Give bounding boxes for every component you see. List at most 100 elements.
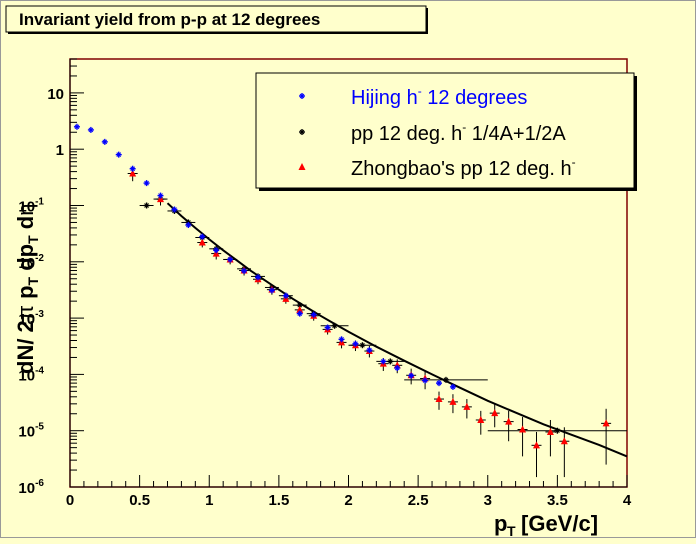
hijing-point (296, 310, 303, 317)
y-axis-title-pi: π (13, 305, 38, 320)
x-tick-label: 2.5 (408, 492, 429, 509)
marker-d2 (283, 293, 289, 299)
marker-d2 (102, 139, 108, 145)
hijing-point (143, 180, 150, 187)
marker-d2 (422, 378, 428, 383)
hijing-point (282, 292, 289, 299)
hijing-point (101, 138, 108, 145)
marker-d2 (130, 166, 136, 172)
marker-d2 (172, 207, 177, 212)
x-tick-label: 0 (66, 492, 74, 509)
hijing-point (115, 151, 122, 158)
legend-entries: Hijing h- 12 degrees pp 12 deg. h- 1/4A+1… (298, 84, 576, 180)
marker-d2 (255, 274, 261, 280)
hijing-point (199, 233, 206, 240)
zhongbao-point (198, 238, 206, 246)
marker-d2 (158, 193, 163, 198)
hijing-point (338, 336, 345, 343)
legend-label: Zhongbao's pp 12 deg. h- (351, 155, 576, 180)
marker-d2 (297, 311, 303, 316)
zhongbao-point (129, 169, 137, 177)
y-axis-title: dN/ 2π pT dpT dη (13, 204, 41, 374)
marker-d2 (443, 377, 449, 383)
legend-box (255, 72, 635, 189)
pp-point (554, 427, 561, 434)
legend: Hijing h- 12 degrees pp 12 deg. h- 1/4A+1… (255, 72, 637, 191)
marker-d2 (186, 222, 191, 228)
zhongbao-point (560, 437, 568, 445)
marker-d2 (332, 323, 337, 329)
zhongbao-point (435, 395, 443, 403)
x-tick-label: 0.5 (129, 492, 150, 509)
pp-point (387, 358, 394, 365)
marker-d2 (339, 336, 344, 342)
data-points-layer (73, 123, 627, 478)
hijing-point (324, 324, 331, 331)
marker-d2 (227, 257, 233, 262)
marker-d2 (199, 234, 205, 239)
hijing-point (449, 383, 456, 390)
y-axis-title-dp: dp (13, 244, 38, 277)
hijing-point (352, 340, 359, 347)
x-tick-label: 2 (344, 492, 352, 509)
y-axis-title-sub2: T (25, 235, 41, 244)
y-tick-label: 10-1 (18, 196, 44, 215)
marker-d2 (408, 373, 414, 379)
hijing-point (171, 206, 178, 213)
x-tick-label: 1.5 (268, 492, 289, 509)
x-axis-title: p T [GeV/c] (494, 511, 598, 539)
marker-d2 (74, 124, 80, 130)
chart-title: Invariant yield from p-p at 12 degrees (19, 10, 320, 29)
marker-d2 (241, 268, 247, 274)
fit-curve-layer (166, 202, 628, 458)
pp-point (442, 376, 449, 383)
title-box: Invariant yield from p-p at 12 degrees (5, 5, 428, 34)
zhongbao-point (602, 419, 610, 427)
hijing-point (227, 256, 234, 263)
marker-d2 (387, 359, 393, 364)
y-tick-label: 10-5 (18, 422, 44, 441)
marker-d2 (144, 203, 149, 208)
legend-marker (299, 93, 305, 99)
hijing-point (380, 358, 387, 365)
hijing-point (254, 274, 261, 281)
legend-marker (298, 163, 306, 170)
zhongbao-point (477, 415, 485, 423)
y-tick-label: 10 (47, 86, 64, 103)
marker-d2 (311, 312, 317, 318)
y-axis-title-text: dN/ 2π pT dpT dη (13, 204, 41, 374)
marker-d2 (555, 428, 560, 434)
marker-d2 (450, 384, 456, 390)
y-axis-title-eta: η (13, 204, 38, 216)
hijing-point (73, 123, 80, 130)
x-axis-title-p: p (494, 511, 507, 536)
fit-curve (166, 202, 628, 458)
hijing-point (366, 347, 373, 354)
marker-d2 (325, 325, 330, 330)
hijing-point (422, 377, 429, 384)
axes-layer: 0 0.5 1 1.5 2 2.5 3 3.5 4 10 1 10-1 10-2 10-3 10-4 10-5… (18, 58, 632, 509)
y-axis-title-sub1: T (25, 276, 41, 285)
hijing-point (185, 222, 192, 229)
zhongbao-point (532, 441, 540, 449)
y-tick-label: 10-4 (18, 365, 44, 384)
x-tick-label: 4 (623, 492, 632, 509)
zhongbao-point (491, 409, 499, 417)
marker-d2 (436, 380, 442, 386)
zhongbao-point (546, 427, 554, 435)
legend-marker (299, 129, 305, 135)
marker-d2 (299, 129, 305, 135)
zhongbao-point (449, 397, 457, 405)
zhongbao-point (296, 305, 304, 313)
marker-d2 (88, 127, 94, 133)
y-axis-title-part1: dN/ 2 (13, 320, 38, 374)
hijing-point (436, 380, 443, 387)
marker-d2 (144, 180, 149, 186)
zhongbao-point (519, 425, 527, 433)
hijing-point (241, 267, 248, 274)
marker-d2 (367, 347, 372, 353)
title-box-frame (5, 5, 427, 33)
marker-d2 (213, 247, 219, 253)
y-tick-label: 10-3 (18, 309, 44, 328)
